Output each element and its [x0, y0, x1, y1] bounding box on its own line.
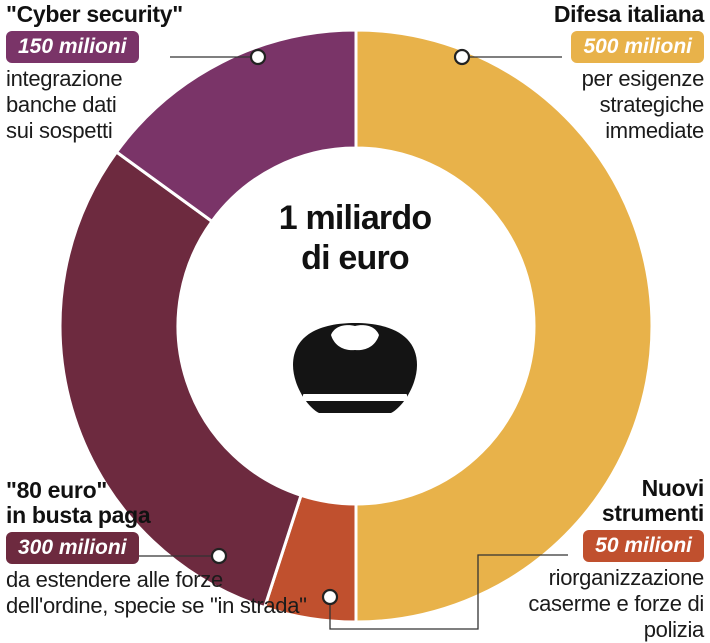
category-description: da estendere alle forze dell'ordine, spe… — [6, 567, 307, 618]
leader-line-nuovi — [329, 554, 568, 630]
value-badge: 50 milioni — [583, 530, 704, 562]
value-badge: 150 milioni — [6, 31, 139, 63]
category-title: Difesa italiana — [553, 1, 704, 27]
value-badge: 500 milioni — [571, 31, 704, 63]
value-badge: 300 milioni — [6, 532, 139, 564]
category-title: Nuovi strumenti — [601, 475, 704, 526]
center-total-label: 1 miliardo di euro — [230, 198, 480, 278]
leader-dot-cyber — [249, 48, 267, 66]
donut-slice-2 — [58, 149, 303, 610]
category-title: "Cyber security" — [6, 1, 183, 27]
leader-dot-difesa — [453, 48, 471, 66]
category-description: integrazione banche dati sui sospetti — [6, 66, 123, 143]
callout-80-euro: "80 euro" in busta paga 300 milioni da e… — [6, 478, 326, 619]
leader-dot-ottanta — [210, 547, 228, 565]
center-title-line1: 1 miliardo — [278, 199, 432, 237]
category-title: "80 euro" in busta paga — [6, 477, 151, 528]
category-description: per esigenze strategiche immediate — [581, 66, 705, 143]
center-title-line2: di euro — [301, 239, 410, 277]
callout-nuovi-strumenti: Nuovi strumenti 50 milioni riorganizzazi… — [464, 476, 704, 643]
police-cap-icon — [293, 323, 417, 413]
callout-difesa-italiana: Difesa italiana 500 milioni per esigenze… — [494, 2, 704, 144]
leader-dot-nuovi — [321, 588, 339, 606]
donut-slice-0 — [354, 28, 654, 624]
callout-cyber-security: "Cyber security" 150 milioni integrazion… — [6, 2, 206, 144]
category-description: riorganizzazione caserme e forze di poli… — [528, 565, 704, 642]
donut-slice-3 — [114, 28, 358, 224]
